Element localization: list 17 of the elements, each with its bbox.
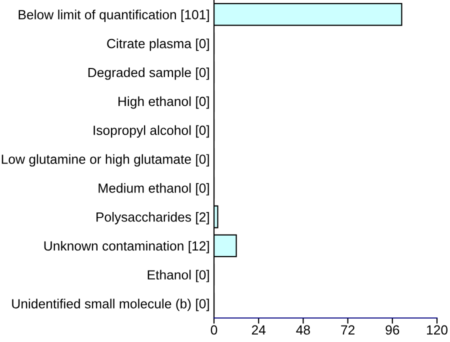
y-tick-label: Unidentified small molecule (b) [0] xyxy=(12,298,209,312)
y-tick-label: Unknown contamination [12] xyxy=(44,240,209,254)
y-tick-label: Degraded sample [0] xyxy=(88,67,209,80)
y-tick-label: Ethanol [0] xyxy=(148,270,209,282)
x-tick-label: 96 xyxy=(386,325,400,335)
y-tick-label: Isopropyl alcohol [0] xyxy=(94,125,209,138)
y-tick-label: Polysaccharides [2] xyxy=(96,212,209,224)
x-tick-label: 48 xyxy=(296,325,310,335)
x-tick-label: 120 xyxy=(427,325,448,335)
y-tick-label: High ethanol [0] xyxy=(118,96,209,109)
y-tick-label: Low glutamine or high glutamate [0] xyxy=(2,154,209,167)
x-tick-label: 24 xyxy=(252,325,266,335)
y-tick-label: Below limit of quantification [101] xyxy=(18,10,209,22)
y-tick-label: Medium ethanol [0] xyxy=(98,183,209,196)
x-tick-label: 0 xyxy=(210,325,218,335)
y-tick-label: Citrate plasma [0] xyxy=(107,38,209,51)
x-tick-label: 72 xyxy=(341,325,354,335)
